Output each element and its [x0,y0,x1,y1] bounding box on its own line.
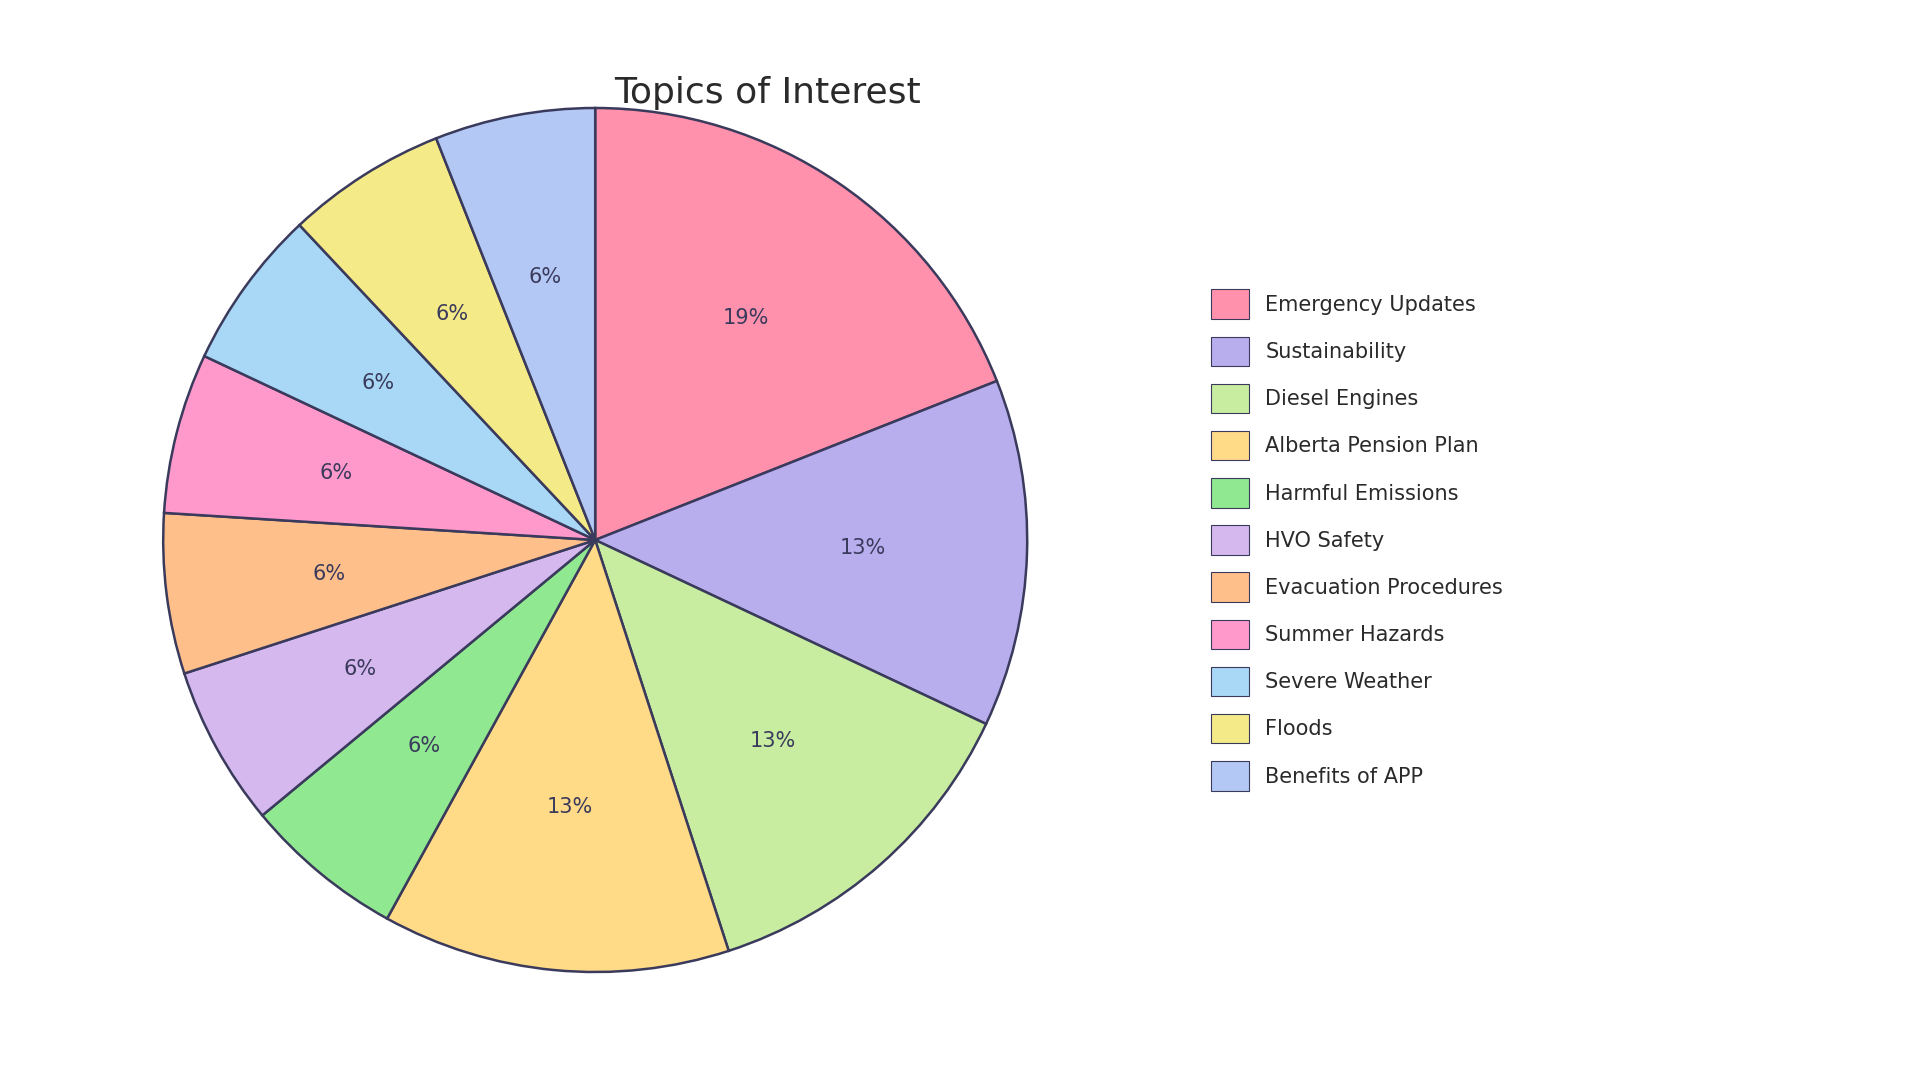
Text: 6%: 6% [319,463,353,484]
Wedge shape [595,381,1027,724]
Wedge shape [184,540,595,815]
Text: 13%: 13% [547,797,593,816]
Wedge shape [263,540,595,919]
Text: 13%: 13% [839,539,885,558]
Text: 19%: 19% [722,309,768,328]
Text: 6%: 6% [407,737,442,756]
Text: Topics of Interest: Topics of Interest [614,76,922,109]
Text: 6%: 6% [344,659,376,679]
Wedge shape [388,540,730,972]
Legend: Emergency Updates, Sustainability, Diesel Engines, Alberta Pension Plan, Harmful: Emergency Updates, Sustainability, Diese… [1200,279,1513,801]
Text: 13%: 13% [749,731,795,751]
Wedge shape [436,108,595,540]
Text: 6%: 6% [528,267,561,287]
Text: 6%: 6% [313,564,346,583]
Wedge shape [595,540,987,950]
Wedge shape [204,225,595,540]
Text: 6%: 6% [436,303,468,324]
Wedge shape [163,356,595,540]
Wedge shape [300,138,595,540]
Text: 6%: 6% [363,373,396,392]
Wedge shape [163,513,595,674]
Wedge shape [595,108,996,540]
